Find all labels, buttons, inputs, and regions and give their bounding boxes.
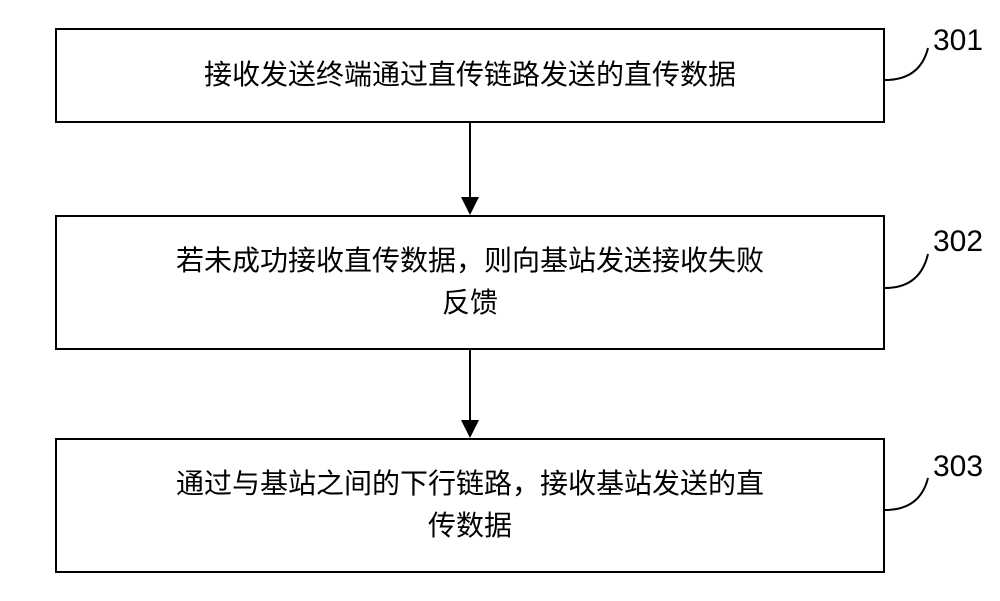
arrow-2-to-3 [450,350,490,438]
flow-step-1: 接收发送终端通过直传链路发送的直传数据 [55,28,885,123]
flow-step-2-text: 若未成功接收直传数据，则向基站发送接收失败反馈 [176,241,764,325]
flowchart-container: 接收发送终端通过直传链路发送的直传数据 301 若未成功接收直传数据，则向基站发… [0,0,1000,601]
leader-line-3 [880,473,953,535]
arrow-1-to-2 [450,123,490,215]
flow-step-2: 若未成功接收直传数据，则向基站发送接收失败反馈 [55,215,885,350]
leader-line-1 [880,43,953,105]
flow-step-3: 通过与基站之间的下行链路，接收基站发送的直传数据 [55,438,885,573]
leader-line-2 [880,249,953,313]
flow-step-1-text: 接收发送终端通过直传链路发送的直传数据 [204,55,736,97]
flow-step-3-text: 通过与基站之间的下行链路，接收基站发送的直传数据 [176,464,764,548]
